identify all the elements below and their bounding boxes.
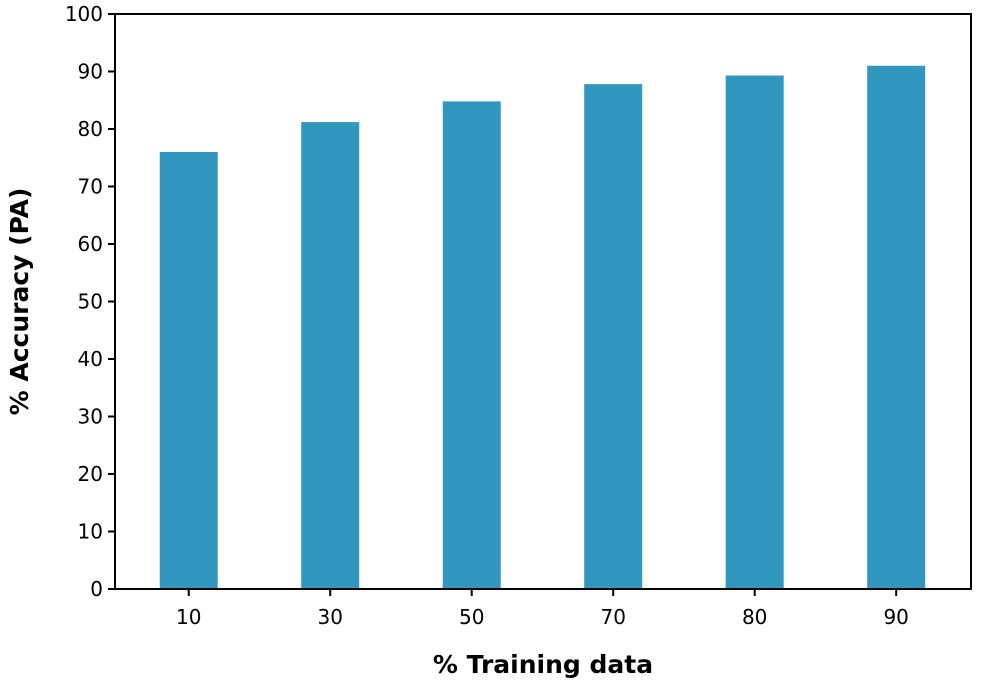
bar-80: [725, 75, 784, 589]
y-tick-label: 70: [78, 175, 103, 199]
bar-70: [584, 84, 643, 590]
y-axis-label: % Accuracy (PA): [5, 188, 34, 416]
y-tick-label: 80: [78, 117, 103, 141]
plot-frame: [114, 13, 972, 590]
bar-90: [867, 65, 926, 589]
y-tick-label: 100: [65, 2, 103, 26]
bar-10: [159, 152, 218, 589]
x-axis-ticks: 10 30 50 70 80 90: [176, 589, 909, 629]
x-tick-label: 90: [883, 605, 908, 629]
x-tick-label: 10: [176, 605, 201, 629]
bar-50: [442, 101, 501, 590]
x-axis-label: % Training data: [433, 650, 653, 679]
x-tick-label: 70: [600, 605, 625, 629]
bar-group: [159, 65, 926, 590]
y-tick-label: 0: [90, 577, 103, 601]
x-tick-label: 30: [318, 605, 343, 629]
y-tick-label: 20: [78, 462, 103, 486]
y-tick-label: 50: [78, 290, 103, 314]
y-tick-label: 30: [78, 405, 103, 429]
x-tick-label: 80: [742, 605, 767, 629]
y-axis-ticks: 0 10 20 30 40 50 60 70 80 90 100: [65, 2, 115, 601]
bar-30: [301, 122, 360, 589]
y-tick-label: 60: [78, 232, 103, 256]
y-tick-label: 10: [78, 520, 103, 544]
y-tick-label: 40: [78, 347, 103, 371]
y-tick-label: 90: [78, 60, 103, 84]
x-tick-label: 50: [459, 605, 484, 629]
